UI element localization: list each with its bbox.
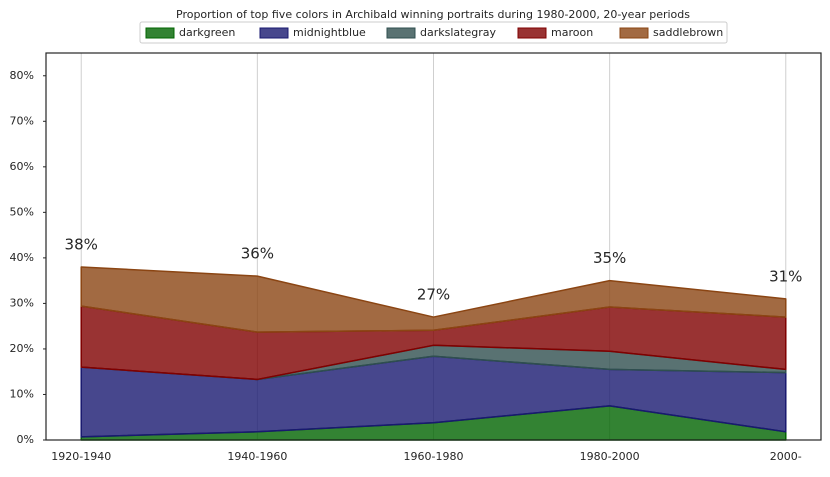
y-tick-label: 80% — [10, 69, 34, 82]
legend-swatch — [259, 27, 289, 39]
total-label: 31% — [769, 267, 802, 285]
y-tick-label: 40% — [10, 251, 34, 264]
legend-label: saddlebrown — [653, 26, 723, 39]
labels: 0% 10% 20% 30% 40% 50% 60% 70% 80% 1920-1940 1940-… — [10, 26, 803, 463]
legend-label: darkgreen — [179, 26, 235, 39]
total-label: 27% — [417, 286, 450, 304]
legend-label: darkslategray — [420, 26, 496, 39]
x-tick-label: 2000- — [770, 450, 802, 463]
total-label: 38% — [65, 235, 98, 253]
legend-swatch — [145, 27, 175, 39]
legend-swatch — [517, 27, 547, 39]
legend-label: midnightblue — [293, 26, 366, 39]
y-tick-label: 70% — [10, 114, 34, 127]
chart-title: Proportion of top five colors in Archiba… — [176, 8, 690, 21]
legend-label: maroon — [551, 26, 593, 39]
x-tick-label: 1980-2000 — [580, 450, 640, 463]
legend-swatch — [619, 27, 649, 39]
total-label: 35% — [593, 249, 626, 267]
y-tick-label: 50% — [10, 205, 34, 218]
legend-swatch — [386, 27, 416, 39]
plot-frame — [45, 52, 822, 441]
x-tick-label: 1920-1940 — [51, 450, 111, 463]
x-tick-label: 1940-1960 — [227, 450, 287, 463]
y-tick-label: 0% — [17, 433, 34, 446]
area — [80, 266, 787, 333]
total-label: 36% — [241, 245, 274, 263]
y-tick-label: 20% — [10, 342, 34, 355]
areas — [80, 266, 787, 441]
y-tick-label: 60% — [10, 160, 34, 173]
y-tick-label: 10% — [10, 387, 34, 400]
x-tick-label: 1960-1980 — [404, 450, 464, 463]
y-tick-label: 30% — [10, 296, 34, 309]
